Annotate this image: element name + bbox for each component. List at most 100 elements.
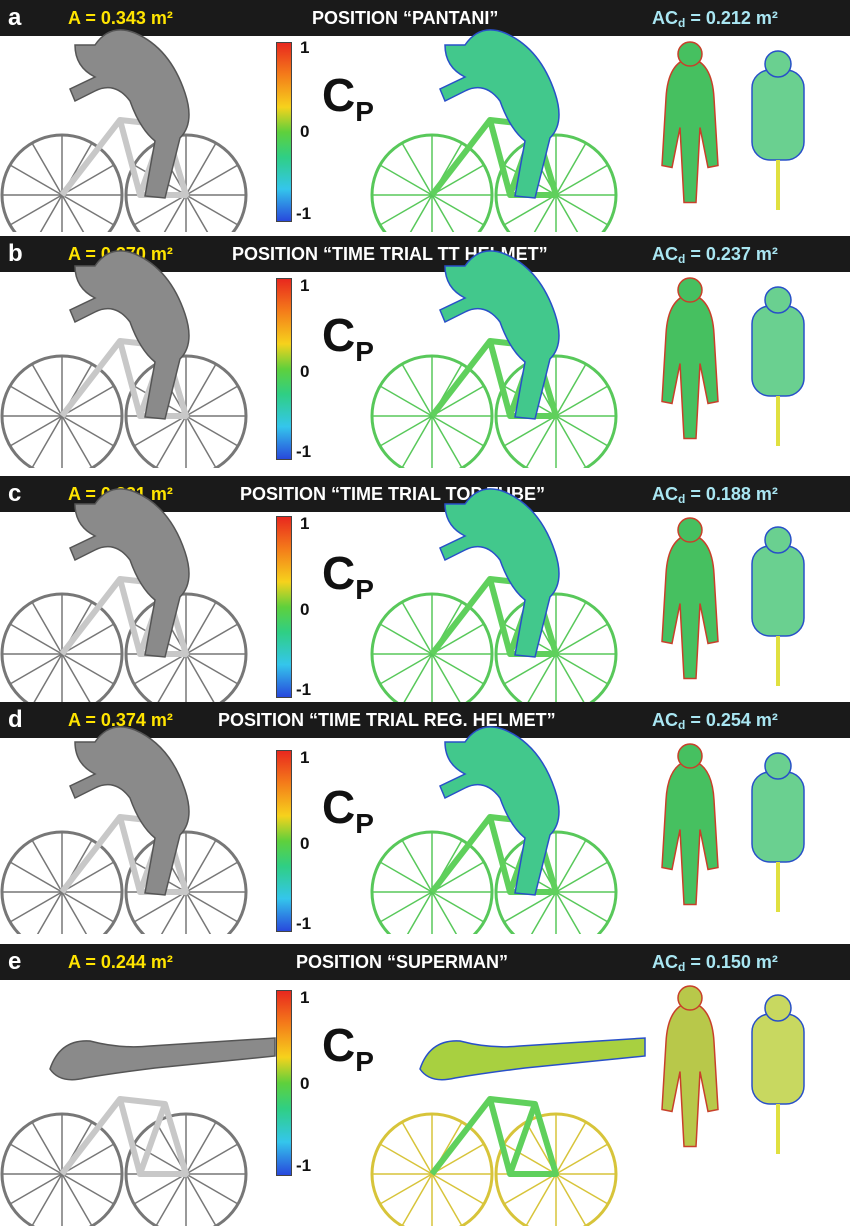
position-title: POSITION “TIME TRIAL REG. HELMET”	[218, 710, 556, 730]
bicycle-frame	[59, 117, 189, 198]
colorbar-min-tick: -1	[296, 914, 312, 933]
panel-d: d A = 0.374 m² POSITION “TIME TRIAL REG.…	[0, 702, 850, 934]
colorbar-max-tick: 1	[300, 276, 310, 295]
panel-letter: d	[8, 706, 23, 733]
rider-head	[764, 286, 792, 314]
panel-letter: b	[8, 240, 23, 267]
pressure-coefficient-symbol: CP	[322, 781, 374, 839]
bicycle-wheel	[370, 592, 494, 702]
bicycle-wheel	[494, 830, 618, 934]
rider-head	[764, 752, 792, 780]
colorbar-mid-tick: 0	[300, 122, 310, 141]
rider-rear-view	[751, 1013, 805, 1105]
rider-rear-view	[751, 305, 805, 397]
colorbar-mid-tick: 0	[300, 1074, 310, 1093]
rider-rear-view	[751, 771, 805, 863]
pressure-colorbar	[276, 990, 292, 1176]
pressure-coefficient-symbol: CP	[322, 1019, 374, 1077]
drag-area-label: ACd = 0.188 m²	[652, 484, 778, 506]
rider-front-view	[661, 759, 719, 906]
rider-head	[677, 985, 703, 1011]
rider-head	[764, 50, 792, 78]
drag-area-label: ACd = 0.254 m²	[652, 710, 778, 732]
rider-head	[677, 41, 703, 67]
bicycle-frame	[429, 338, 559, 419]
cyclist-renderings	[0, 726, 805, 934]
colorbar-min-tick: -1	[296, 204, 312, 223]
position-title: POSITION “PANTANI”	[312, 8, 499, 28]
panel-header: d A = 0.374 m² POSITION “TIME TRIAL REG.…	[0, 702, 850, 738]
rider-front-view	[661, 533, 719, 680]
pressure-colorbar	[276, 278, 292, 460]
bicycle-frame	[59, 338, 189, 419]
bicycle-wheel	[0, 1112, 124, 1226]
rider-front-view	[661, 1001, 719, 1148]
frontal-area-label: A = 0.244 m²	[68, 952, 173, 972]
cyclist-renderings	[0, 250, 805, 468]
rider-head	[677, 743, 703, 769]
panel-a: a A = 0.343 m² POSITION “PANTANI” ACd = …	[0, 0, 850, 232]
pressure-coefficient-symbol: CP	[322, 547, 374, 605]
bicycle-frame	[429, 576, 559, 657]
pressure-colorbar	[276, 42, 292, 222]
bicycle-wheel	[494, 1112, 618, 1226]
frontal-area-label: A = 0.374 m²	[68, 710, 173, 730]
rider-body	[439, 726, 560, 896]
drag-area-label: ACd = 0.212 m²	[652, 8, 778, 30]
colorbar-mid-tick: 0	[300, 362, 310, 381]
frontal-area-label: A = 0.343 m²	[68, 8, 173, 28]
bicycle-frame	[429, 1096, 559, 1177]
pressure-coefficient-symbol: CP	[322, 69, 374, 127]
rider-body	[419, 1037, 646, 1081]
rider-front-view	[661, 57, 719, 204]
rider-body	[49, 1037, 276, 1081]
panel-letter: c	[8, 480, 22, 507]
rider-body	[69, 488, 190, 658]
bicycle-frame	[59, 1096, 189, 1177]
rider-body	[69, 726, 190, 896]
rider-body	[439, 488, 560, 658]
panel-c: c A = 0.331 m² POSITION “TIME TRIAL TOP …	[0, 476, 850, 702]
colorbar-max-tick: 1	[300, 988, 310, 1007]
colorbar-max-tick: 1	[300, 514, 310, 533]
drag-area-label: ACd = 0.237 m²	[652, 244, 778, 266]
panel-header: e A = 0.244 m² POSITION “SUPERMAN” ACd =…	[0, 944, 850, 980]
colorbar-mid-tick: 0	[300, 600, 310, 619]
rider-body	[69, 29, 190, 199]
panel-b: b A = 0.370 m² POSITION “TIME TRIAL TT H…	[0, 236, 850, 468]
pressure-colorbar	[276, 516, 292, 698]
panel-letter: a	[8, 4, 22, 31]
cyclist-renderings	[0, 985, 805, 1226]
drag-area-label: ACd = 0.150 m²	[652, 952, 778, 974]
position-title: POSITION “TIME TRIAL TT HELMET”	[232, 244, 548, 264]
bicycle-wheel	[370, 1112, 494, 1226]
panel-header: a A = 0.343 m² POSITION “PANTANI” ACd = …	[0, 0, 850, 36]
rider-rear-view	[751, 69, 805, 161]
bicycle-seat-tube	[137, 1102, 168, 1176]
bicycle-wheel	[0, 354, 124, 468]
pressure-coefficient-symbol: CP	[322, 309, 374, 367]
panel-e: e A = 0.244 m² POSITION “SUPERMAN” ACd =…	[0, 944, 850, 1226]
colorbar-max-tick: 1	[300, 748, 310, 767]
rider-body	[69, 250, 190, 420]
colorbar-mid-tick: 0	[300, 834, 310, 853]
bicycle-wheel	[370, 830, 494, 934]
rider-rear-view	[751, 545, 805, 637]
rider-front-view	[661, 293, 719, 440]
bicycle-wheel	[124, 354, 248, 468]
rider-head	[764, 994, 792, 1022]
rider-head	[677, 517, 703, 543]
bicycle-wheel	[370, 133, 494, 232]
bicycle-wheel	[0, 830, 124, 934]
colorbar-min-tick: -1	[296, 1156, 312, 1175]
colorbar-min-tick: -1	[296, 680, 312, 699]
bicycle-frame	[59, 576, 189, 657]
cyclist-renderings	[0, 488, 805, 702]
bicycle-frame	[59, 814, 189, 895]
bicycle-wheel	[0, 592, 124, 702]
colorbar-min-tick: -1	[296, 442, 312, 461]
rider-head	[764, 526, 792, 554]
rider-body	[439, 29, 560, 199]
cyclist-renderings	[0, 29, 805, 232]
bicycle-frame	[429, 814, 559, 895]
